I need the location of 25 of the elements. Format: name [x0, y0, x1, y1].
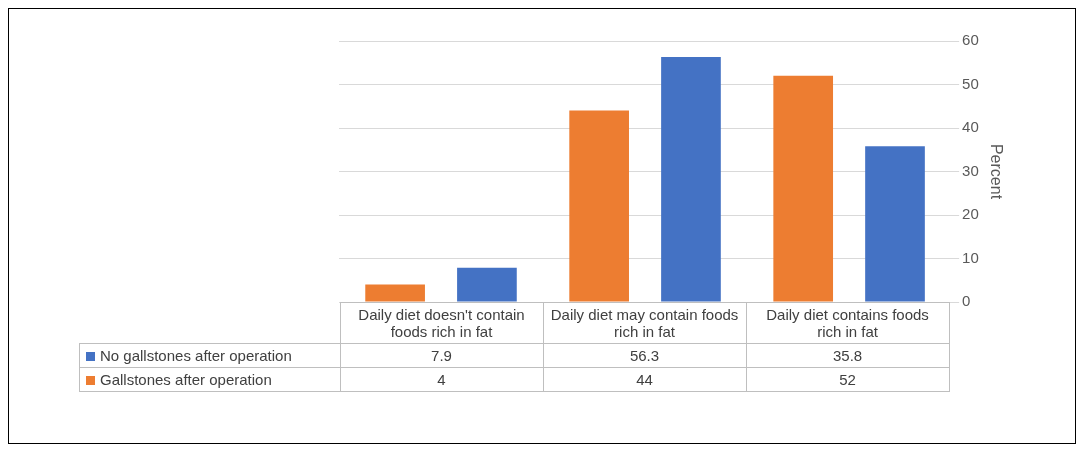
data-label: 52	[746, 367, 950, 392]
legend-label: No gallstones after operation	[79, 343, 340, 368]
y-tick-label: 0	[962, 292, 971, 310]
y-tick-label: 40	[962, 118, 979, 136]
bar	[773, 75, 834, 302]
bar	[365, 284, 425, 302]
x-tick-label: Daily diet may contain foods rich in fat	[543, 302, 747, 344]
data-label: 44	[543, 367, 747, 392]
y-tick-label: 30	[962, 161, 979, 179]
bar	[569, 110, 629, 302]
x-tick-label: Daily diet contains foods rich in fat	[746, 302, 950, 344]
y-axis-title: Percent	[987, 143, 1005, 200]
data-label: 4	[340, 367, 544, 392]
data-label: 56.3	[543, 343, 747, 368]
bar	[457, 267, 517, 302]
bar	[661, 57, 721, 302]
data-label: 7.9	[340, 343, 544, 368]
y-tick-label: 20	[962, 205, 979, 223]
y-tick-label: 50	[962, 74, 979, 92]
data-label: 35.8	[746, 343, 950, 368]
legend-label: Gallstones after operation	[79, 367, 340, 392]
y-tick-label: 10	[962, 248, 979, 266]
y-tick-label: 60	[962, 31, 979, 49]
bar	[865, 146, 925, 302]
x-tick-label: Daily diet doesn't contain foods rich in fat	[340, 302, 544, 344]
